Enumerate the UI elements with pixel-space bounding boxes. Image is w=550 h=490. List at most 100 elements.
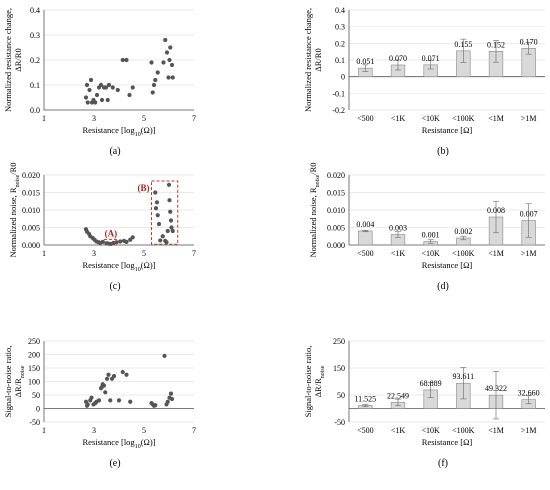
data-point	[163, 37, 168, 43]
data-point	[115, 87, 120, 93]
x-tick-label: <500	[357, 426, 374, 435]
x-axis-title: Resistance [log10(Ω)]	[83, 125, 156, 138]
panel-label: (d)	[437, 281, 449, 292]
data-point	[130, 235, 135, 240]
data-point	[151, 82, 157, 88]
data-point	[101, 383, 107, 388]
x-tick-label: <10K	[422, 426, 441, 435]
y-axis-title-line-1: Normalized resistance change,	[303, 8, 313, 112]
data-point	[103, 390, 108, 395]
data-point	[156, 221, 162, 227]
data-point	[166, 75, 171, 80]
y-axis-title: Normalized noise, Rnoise/R0	[8, 162, 21, 257]
y-axis-title-line-1: Signal-to-noise ratio,	[3, 346, 13, 418]
x-tick-label: 3	[92, 114, 96, 123]
y-tick-label: 150	[28, 364, 40, 373]
x-tick-label: 5	[142, 114, 146, 123]
x-tick-label: <500	[357, 114, 374, 123]
data-point	[104, 376, 110, 381]
data-label: 0.170	[520, 37, 538, 46]
data-point	[167, 57, 172, 63]
chart-panel-c: 0.000 0.005 0.010 0.015 0.020 1 3 5 7 (A) (B) Resis…	[8, 162, 196, 292]
x-tick-label: <1K	[391, 114, 406, 123]
y-tick-label: 0.000	[22, 241, 40, 250]
data-label: 93.611	[452, 372, 474, 381]
data-point	[96, 398, 102, 403]
x-tick-label: <1M	[488, 114, 504, 123]
data-point	[124, 239, 129, 244]
y-tick-label: 0.010	[327, 206, 345, 215]
data-point	[124, 372, 129, 377]
y-axis-title-line-2: ΔR/R0	[13, 48, 23, 71]
data-point	[87, 87, 92, 93]
y-axis-title: Normalized noise, Rnoise/R0	[308, 162, 321, 257]
data-point	[168, 218, 174, 223]
data-point	[85, 100, 90, 105]
x-tick-label: 1	[42, 249, 46, 258]
panel-label: (f)	[438, 458, 448, 469]
data-label: 0.001	[422, 231, 440, 240]
data-point	[167, 198, 172, 203]
data-point	[161, 60, 166, 65]
annotation-label: (B)	[138, 183, 150, 193]
panel-label: (b)	[437, 146, 449, 157]
data-label: 0.051	[356, 57, 374, 66]
x-tick-label: <10K	[422, 249, 441, 258]
x-tick-label: 5	[142, 426, 146, 435]
data-label: 0.004	[356, 220, 374, 229]
y-tick-label: 200	[28, 351, 40, 360]
data-point	[85, 402, 90, 407]
data-label: 0.071	[422, 54, 440, 63]
y-tick-label: 0.005	[327, 224, 345, 233]
data-point	[164, 50, 170, 55]
chart-panel-d: 0.000 0.005 0.010 0.015 0.020 0.004 <500 0.003 <…	[308, 162, 545, 292]
data-point	[105, 97, 110, 103]
y-tick-label: 0.000	[327, 241, 345, 250]
y-tick-label: 250	[28, 337, 40, 346]
annotation-label: (A)	[105, 228, 118, 238]
y-tick-label: 100	[28, 378, 40, 387]
data-point	[149, 60, 154, 65]
data-point	[106, 82, 112, 88]
data-point	[120, 57, 125, 63]
data-point	[93, 100, 98, 105]
x-tick-label: 1	[42, 426, 46, 435]
y-tick-label: 0.020	[327, 171, 345, 180]
data-label: 0.003	[389, 224, 407, 233]
x-tick-label: <1M	[488, 426, 504, 435]
y-tick-label: 0.4	[30, 6, 40, 15]
y-axis-title-line-2: ΔR/Rnoise	[13, 365, 26, 397]
data-point	[118, 239, 123, 244]
x-tick-label: <10K	[422, 114, 441, 123]
data-point	[88, 77, 94, 83]
chart-panel-e: -50 0 50 100 150 200 250 1 3 5 7 Resistance [log10(…	[3, 337, 196, 469]
x-tick-label: 5	[142, 249, 146, 258]
x-tick-label: 7	[192, 426, 196, 435]
data-point	[111, 374, 117, 379]
panel-label: (e)	[109, 458, 120, 469]
x-tick-label: >1M	[521, 249, 537, 258]
y-tick-label: 0.015	[327, 189, 345, 198]
y-axis-title-line-2: ΔR/Rnoise	[313, 365, 326, 397]
y-tick-label: -0.2	[332, 106, 345, 115]
x-tick-label: <1M	[488, 249, 504, 258]
data-point	[130, 85, 135, 90]
y-tick-label: 0.1	[30, 81, 40, 90]
data-point	[162, 353, 167, 358]
data-point	[170, 228, 175, 234]
data-point	[168, 209, 173, 214]
data-point	[106, 372, 111, 377]
x-tick-label: 3	[92, 249, 96, 258]
panel-label: (c)	[109, 281, 120, 292]
data-point	[164, 240, 169, 245]
y-tick-label: 50	[32, 391, 40, 400]
data-point	[100, 239, 105, 244]
x-tick-label: 1	[42, 114, 46, 123]
data-point	[94, 92, 100, 98]
x-tick-label: <100K	[452, 114, 475, 123]
y-tick-label: -0.1	[332, 89, 345, 98]
data-point	[127, 92, 132, 98]
data-point	[153, 190, 158, 195]
x-axis-title: Resistance [Ω]	[422, 260, 473, 270]
x-tick-label: 3	[92, 426, 96, 435]
